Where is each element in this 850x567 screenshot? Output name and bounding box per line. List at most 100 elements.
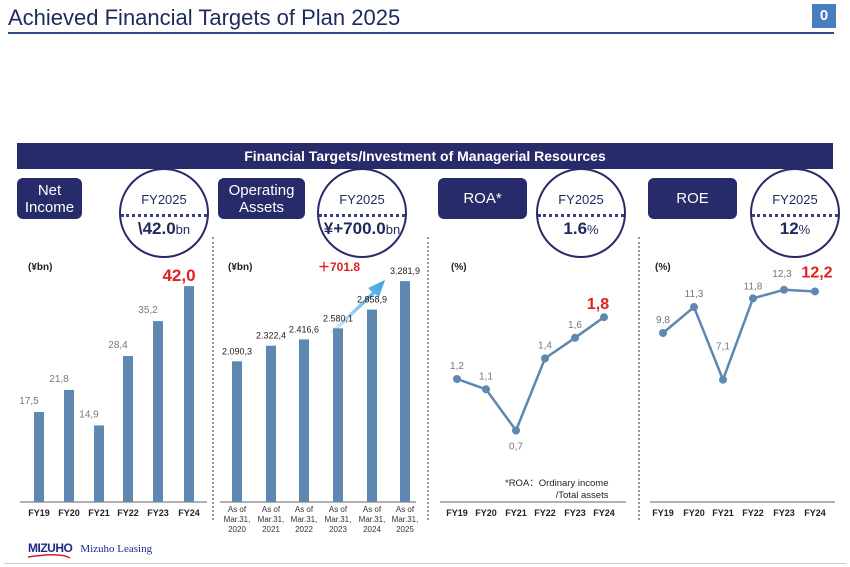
data-point xyxy=(780,285,788,294)
bar xyxy=(266,345,276,502)
x-tick-label: As of xyxy=(262,505,281,514)
bar xyxy=(64,389,74,502)
x-tick-label: FY24 xyxy=(804,508,826,518)
x-tick-label: 2024 xyxy=(363,525,381,534)
data-point xyxy=(482,385,490,394)
series-line xyxy=(662,288,816,384)
series-line xyxy=(456,316,605,434)
data-label: 1,4 xyxy=(538,340,552,351)
data-point xyxy=(811,287,819,296)
target-title: FY2025 xyxy=(772,192,818,207)
x-tick-label: As of xyxy=(363,505,382,514)
x-tick-label: As of xyxy=(329,505,348,514)
unit-label: (¥bn) xyxy=(228,262,253,273)
roa-target: FY2025 1.6% xyxy=(536,168,626,258)
increase-label: ＋701.8 xyxy=(318,260,361,274)
target-unit: bn xyxy=(175,222,191,237)
data-label: 0,7 xyxy=(509,442,523,453)
data-point xyxy=(453,375,461,383)
x-tick-label: 2025 xyxy=(396,525,414,534)
target-value: 1.6 xyxy=(563,219,588,238)
title-divider xyxy=(8,32,834,34)
x-tick-label: Mar.31, xyxy=(291,515,318,524)
growth-arrow-icon xyxy=(330,280,385,334)
target-unit: bn xyxy=(385,222,401,237)
bar xyxy=(184,286,194,502)
data-label: 3.281,9 xyxy=(390,266,420,276)
data-label: 42,0 xyxy=(162,266,195,285)
footnote-line: /Total assets xyxy=(555,490,609,501)
x-tick-label: FY21 xyxy=(88,508,110,518)
data-label: 2.580,1 xyxy=(323,313,353,323)
page-number-badge: 0 xyxy=(812,4,836,28)
data-label: 1,8 xyxy=(587,296,609,313)
panel-divider xyxy=(638,237,640,520)
data-label: 2.322,4 xyxy=(256,331,286,341)
x-tick-label: FY19 xyxy=(28,508,50,518)
x-tick-label: FY21 xyxy=(505,508,527,518)
data-label: 17,5 xyxy=(19,396,39,407)
x-tick-label: As of xyxy=(396,505,415,514)
data-point xyxy=(719,375,727,384)
target-unit: % xyxy=(798,222,811,237)
bar xyxy=(153,321,163,502)
x-tick-label: As of xyxy=(228,505,247,514)
x-tick-label: As of xyxy=(295,505,314,514)
x-tick-label: FY20 xyxy=(475,508,497,518)
bar xyxy=(94,425,104,502)
x-tick-label: FY22 xyxy=(117,508,139,518)
page-title: Achieved Financial Targets of Plan 2025 xyxy=(8,5,401,30)
x-tick-label: FY23 xyxy=(147,508,169,518)
target-value: ¥+700.0 xyxy=(323,219,386,238)
x-tick-label: Mar.31, xyxy=(325,515,352,524)
data-point xyxy=(571,333,579,342)
panel-divider xyxy=(427,237,429,520)
bar xyxy=(299,339,309,502)
data-label: 35,2 xyxy=(138,305,158,316)
data-label: 1,2 xyxy=(450,361,464,372)
logo-company: Mizuho Leasing xyxy=(80,543,153,555)
bar xyxy=(34,412,44,502)
data-label: 14,9 xyxy=(79,409,99,420)
data-label: 21,8 xyxy=(49,374,69,385)
unit-label: (¥bn) xyxy=(28,262,53,273)
bar xyxy=(400,281,410,502)
x-tick-label: FY21 xyxy=(712,508,734,518)
x-tick-label: 2021 xyxy=(262,525,280,534)
x-tick-label: 2023 xyxy=(329,525,347,534)
unit-label: (%) xyxy=(451,262,467,273)
bar xyxy=(333,328,343,502)
data-label: 7,1 xyxy=(716,342,730,353)
data-label: 11,8 xyxy=(744,281,763,292)
bar xyxy=(367,309,377,502)
x-tick-label: FY20 xyxy=(58,508,80,518)
x-tick-label: FY23 xyxy=(564,508,586,518)
roa-label: ROA* xyxy=(438,178,527,219)
data-label: 9,8 xyxy=(656,315,670,326)
x-tick-label: Mar.31, xyxy=(359,515,386,524)
operating-assets-label: Operating Assets xyxy=(218,178,305,219)
target-unit: % xyxy=(587,222,599,237)
target-value: 12 xyxy=(779,219,799,238)
target-title: FY2025 xyxy=(558,192,604,207)
x-tick-label: FY23 xyxy=(773,508,795,518)
x-tick-label: FY22 xyxy=(742,508,764,518)
net-income-target: FY2025 \42.0bn xyxy=(119,168,209,258)
data-label: 1,6 xyxy=(568,320,582,331)
data-point xyxy=(749,294,757,303)
data-label: 11,3 xyxy=(685,289,704,300)
x-tick-label: FY22 xyxy=(534,508,556,518)
panel-divider xyxy=(212,237,214,520)
data-point xyxy=(690,303,698,312)
data-point xyxy=(659,329,667,337)
target-title: FY2025 xyxy=(339,192,385,207)
x-tick-label: Mar.31, xyxy=(392,515,419,524)
data-label: 2.858,9 xyxy=(357,295,387,305)
section-banner: Financial Targets/Investment of Manageri… xyxy=(17,143,833,169)
logo-swoosh xyxy=(27,554,71,559)
operating-assets-target: FY2025 ¥+700.0bn xyxy=(317,168,407,258)
footer-divider xyxy=(4,563,846,564)
net-income-label: Net Income xyxy=(17,178,82,219)
unit-label: (%) xyxy=(655,262,671,273)
